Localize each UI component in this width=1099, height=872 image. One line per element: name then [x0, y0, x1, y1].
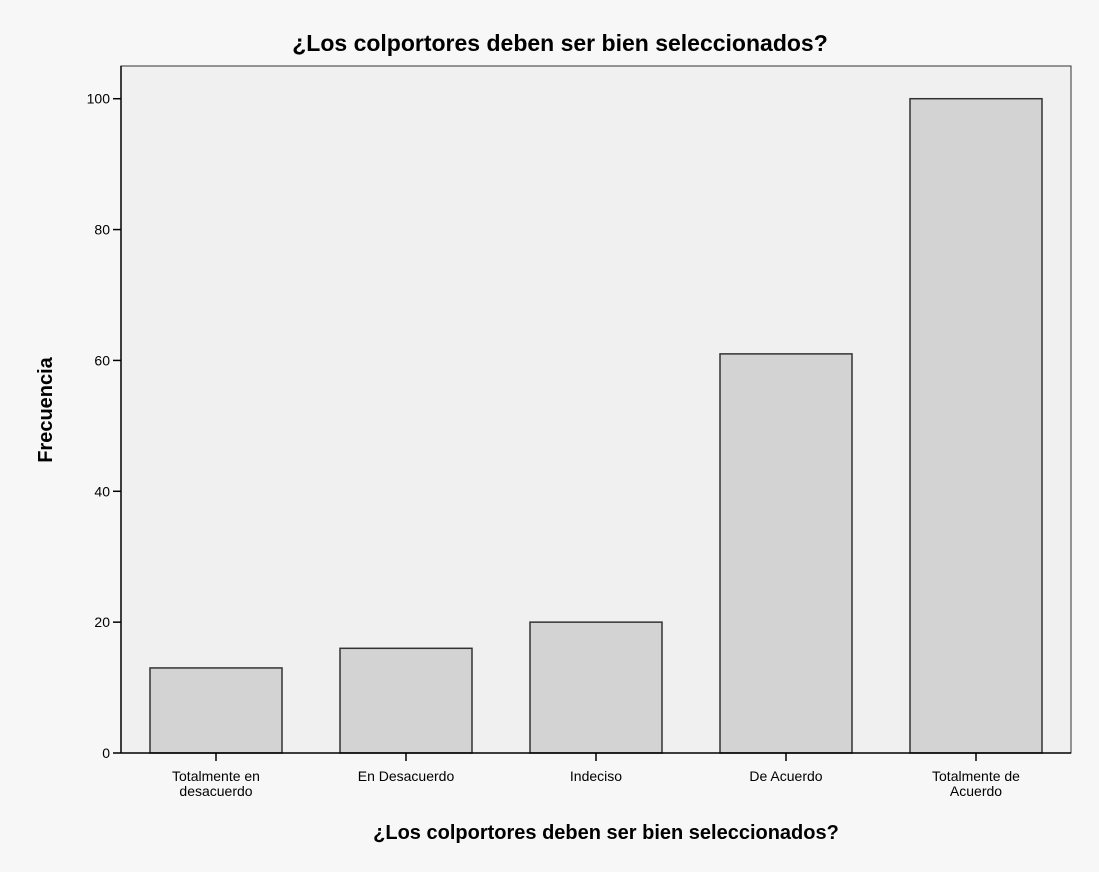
y-tick-label: 80	[94, 222, 110, 238]
x-category-label: Totalmente en	[172, 768, 260, 784]
bar-4	[720, 354, 852, 753]
bar-1	[150, 668, 282, 753]
y-axis-title: Frecuencia	[35, 356, 57, 462]
x-category-label: desacuerdo	[179, 783, 252, 799]
y-ticks-group: 0 20 40 60 80 100	[87, 91, 121, 761]
y-tick-label: 20	[94, 614, 110, 630]
y-tick-label: 60	[94, 352, 110, 368]
x-category-label: En Desacuerdo	[358, 768, 455, 784]
x-category-label: Indeciso	[570, 768, 622, 784]
chart-title: ¿Los colportores deben ser bien seleccio…	[292, 30, 828, 56]
x-axis-title: ¿Los colportores deben ser bien seleccio…	[373, 822, 839, 844]
bar-5	[910, 99, 1042, 753]
x-category-label: Acuerdo	[950, 783, 1002, 799]
x-category-label: De Acuerdo	[749, 768, 822, 784]
bar-3	[530, 622, 662, 753]
bar-2	[340, 648, 472, 753]
y-tick-label: 0	[102, 745, 110, 761]
x-category-label: Totalmente de	[932, 768, 1020, 784]
y-tick-label: 100	[87, 91, 111, 107]
y-tick-label: 40	[94, 483, 110, 499]
